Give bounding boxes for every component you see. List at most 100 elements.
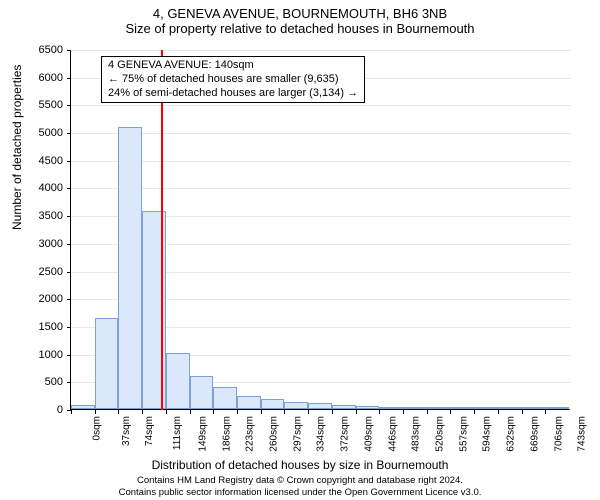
y-tick-label: 6500 (23, 44, 63, 56)
y-tick-mark (67, 188, 71, 189)
x-tick-mark (166, 410, 167, 414)
chart-container: 0500100015002000250030003500400045005000… (70, 50, 570, 410)
x-tick-label: 74sqm (144, 416, 155, 446)
histogram-bar (95, 318, 119, 409)
y-tick-mark (67, 355, 71, 356)
histogram-bar (308, 403, 332, 409)
annotation-line: 4 GENEVA AVENUE: 140sqm (108, 59, 358, 73)
histogram-bar (379, 407, 403, 409)
x-tick-mark (142, 410, 143, 414)
histogram-bar (261, 399, 285, 409)
histogram-bar (498, 407, 522, 409)
y-gridline (71, 161, 571, 162)
x-tick-mark (450, 410, 451, 414)
y-tick-mark (67, 272, 71, 273)
y-tick-label: 4000 (23, 182, 63, 194)
x-tick-label: 111sqm (172, 416, 183, 450)
x-tick-label: 706sqm (553, 416, 564, 452)
x-tick-label: 669sqm (530, 416, 541, 452)
footer-attribution: Contains HM Land Registry data © Crown c… (0, 475, 600, 498)
x-tick-label: 223sqm (245, 416, 256, 452)
page-title-address: 4, GENEVA AVENUE, BOURNEMOUTH, BH6 3NB (0, 6, 600, 21)
y-tick-mark (67, 78, 71, 79)
x-tick-label: 37sqm (121, 416, 132, 446)
page-subtitle: Size of property relative to detached ho… (0, 21, 600, 36)
y-tick-label: 3000 (23, 238, 63, 250)
x-tick-mark (95, 410, 96, 414)
y-tick-mark (67, 161, 71, 162)
y-tick-mark (67, 382, 71, 383)
annotation-line: 24% of semi-detached houses are larger (… (108, 87, 358, 101)
x-tick-label: 149sqm (197, 416, 208, 452)
y-tick-label: 3500 (23, 210, 63, 222)
annotation-box: 4 GENEVA AVENUE: 140sqm← 75% of detached… (101, 56, 365, 103)
x-tick-mark (237, 410, 238, 414)
histogram-bar (118, 127, 142, 409)
y-tick-label: 6000 (23, 72, 63, 84)
plot-area: 0500100015002000250030003500400045005000… (70, 50, 570, 410)
histogram-bar (71, 405, 95, 409)
y-tick-mark (67, 299, 71, 300)
x-tick-label: 186sqm (221, 416, 232, 452)
x-tick-mark (545, 410, 546, 414)
x-tick-mark (118, 410, 119, 414)
x-tick-label: 446sqm (387, 416, 398, 452)
x-tick-mark (379, 410, 380, 414)
x-tick-mark (356, 410, 357, 414)
y-tick-label: 4500 (23, 155, 63, 167)
x-tick-label: 372sqm (340, 416, 351, 452)
histogram-bar (356, 406, 380, 409)
x-tick-mark (427, 410, 428, 414)
footer-line-2: Contains public sector information licen… (0, 487, 600, 498)
histogram-bar (213, 387, 237, 409)
marker-line (161, 50, 163, 410)
x-tick-label: 297sqm (292, 416, 303, 452)
histogram-bar (522, 407, 546, 409)
x-tick-mark (403, 410, 404, 414)
x-tick-label: 520sqm (435, 416, 446, 452)
y-tick-label: 5500 (23, 99, 63, 111)
histogram-bar (427, 407, 451, 409)
histogram-bar (190, 376, 214, 409)
x-tick-label: 409sqm (363, 416, 374, 452)
x-tick-mark (332, 410, 333, 414)
y-tick-mark (67, 327, 71, 328)
x-tick-label: 594sqm (482, 416, 493, 452)
x-tick-mark (284, 410, 285, 414)
x-tick-label: 557sqm (458, 416, 469, 452)
x-tick-mark (522, 410, 523, 414)
y-tick-mark (67, 216, 71, 217)
y-tick-label: 5000 (23, 127, 63, 139)
histogram-bar (545, 407, 569, 409)
y-tick-label: 2500 (23, 266, 63, 278)
x-tick-label: 0sqm (91, 416, 102, 440)
x-tick-mark (71, 410, 72, 414)
y-gridline (71, 50, 571, 51)
histogram-bar (237, 396, 261, 409)
x-tick-label: 743sqm (577, 416, 588, 452)
y-tick-label: 0 (23, 404, 63, 416)
x-tick-label: 632sqm (506, 416, 517, 452)
y-tick-mark (67, 105, 71, 106)
y-tick-mark (67, 244, 71, 245)
x-tick-mark (261, 410, 262, 414)
histogram-bar (166, 353, 190, 409)
x-tick-label: 483sqm (411, 416, 422, 452)
y-tick-mark (67, 133, 71, 134)
histogram-bar (284, 402, 308, 409)
histogram-bar (450, 407, 474, 409)
y-gridline (71, 133, 571, 134)
y-tick-label: 1500 (23, 321, 63, 333)
y-tick-label: 500 (23, 376, 63, 388)
x-tick-mark (190, 410, 191, 414)
y-tick-label: 2000 (23, 293, 63, 305)
y-tick-label: 1000 (23, 349, 63, 361)
x-tick-label: 334sqm (316, 416, 327, 452)
x-tick-mark (498, 410, 499, 414)
footer-line-1: Contains HM Land Registry data © Crown c… (0, 475, 600, 486)
x-tick-mark (213, 410, 214, 414)
x-tick-mark (474, 410, 475, 414)
y-gridline (71, 105, 571, 106)
histogram-bar (332, 405, 356, 409)
histogram-bar (403, 407, 427, 409)
